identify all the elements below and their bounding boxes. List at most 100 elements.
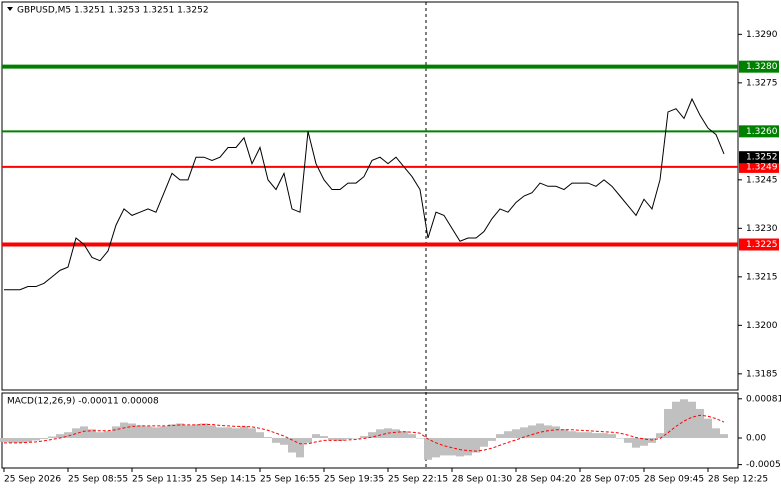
- macd-bar: [40, 438, 48, 439]
- macd-bar: [128, 423, 136, 438]
- macd-bar: [672, 401, 680, 438]
- macd-bar: [416, 438, 424, 439]
- macd-bar: [448, 438, 456, 456]
- macd-bar: [520, 427, 528, 438]
- macd-bar: [576, 432, 584, 438]
- macd-bar: [600, 433, 608, 438]
- macd-bar: [152, 427, 160, 438]
- x-tick-label: 25 Sep 2026: [4, 475, 61, 485]
- current-price-label: 1.3252: [746, 153, 778, 163]
- x-tick-label: 28 Sep 04:20: [516, 475, 576, 485]
- macd-bar: [256, 432, 264, 438]
- macd-bar: [48, 436, 56, 438]
- macd-bar: [688, 401, 696, 438]
- macd-bar: [592, 433, 600, 438]
- macd-bar: [400, 431, 408, 438]
- macd-bar: [536, 423, 544, 438]
- macd-bar: [432, 438, 440, 458]
- macd-bar: [656, 433, 664, 438]
- x-tick-label: 28 Sep 01:30: [452, 475, 512, 485]
- y-tick-label: 1.3245: [746, 175, 778, 185]
- macd-bar: [0, 438, 8, 442]
- macd-bar: [112, 426, 120, 438]
- macd-bar: [16, 438, 24, 443]
- macd-bar: [176, 423, 184, 438]
- y-tick-label: 1.3215: [746, 272, 778, 282]
- y-tick-label: 1.3230: [746, 224, 778, 234]
- macd-bar: [640, 438, 648, 446]
- x-tick-label: 28 Sep 09:45: [644, 475, 704, 485]
- macd-bar: [424, 438, 432, 460]
- macd-bar: [272, 438, 280, 443]
- macd-bar: [88, 429, 96, 438]
- macd-bar: [568, 431, 576, 438]
- macd-bar: [264, 437, 272, 438]
- macd-bar: [328, 438, 336, 440]
- macd-bar: [192, 424, 200, 438]
- macd-bar: [392, 429, 400, 438]
- y-tick-label: 1.3275: [746, 78, 778, 88]
- macd-bar: [488, 438, 496, 441]
- level-tag: [739, 60, 779, 73]
- macd-bar: [336, 438, 344, 441]
- macd-bar: [8, 438, 16, 443]
- macd-bar: [464, 438, 472, 456]
- macd-bar: [720, 434, 728, 438]
- macd-title: MACD(12,26,9) -0.00011 0.00008: [7, 397, 159, 407]
- macd-bar: [624, 438, 632, 443]
- x-tick-label: 25 Sep 16:55: [260, 475, 320, 485]
- macd-bar: [696, 408, 704, 438]
- macd-frame: [1, 392, 739, 469]
- y-tick-label: -0.00055: [746, 460, 781, 470]
- macd-bar: [72, 428, 80, 438]
- macd-bar: [80, 426, 88, 438]
- y-tick-label: 0.00081: [746, 394, 781, 404]
- macd-bar: [528, 425, 536, 438]
- macd-bar: [144, 426, 152, 438]
- macd-bar: [632, 438, 640, 448]
- x-tick-label: 28 Sep 12:25: [708, 475, 768, 485]
- x-tick-label: 25 Sep 19:35: [324, 475, 384, 485]
- title-arrow: [7, 7, 13, 11]
- level-label: 1.3280: [746, 62, 778, 72]
- macd-bar: [312, 434, 320, 438]
- signal-line: [4, 414, 725, 452]
- macd-bar: [376, 429, 384, 438]
- macd-bar: [712, 428, 720, 438]
- x-tick-label: 28 Sep 07:05: [580, 475, 640, 485]
- macd-bar: [680, 399, 688, 438]
- macd-bar: [584, 432, 592, 438]
- macd-bar: [368, 432, 376, 438]
- level-label: 1.3249: [746, 162, 778, 172]
- macd-bar: [64, 432, 72, 438]
- macd-bar: [352, 438, 360, 439]
- x-tick-label: 25 Sep 14:15: [196, 475, 256, 485]
- x-tick-label: 25 Sep 08:55: [68, 475, 128, 485]
- macd-bar: [32, 438, 40, 441]
- macd-bar: [240, 426, 248, 438]
- macd-bar: [56, 434, 64, 438]
- macd-bar: [496, 434, 504, 438]
- macd-bar: [512, 429, 520, 438]
- macd-bar: [504, 431, 512, 438]
- macd-bar: [96, 432, 104, 438]
- macd-bar: [344, 438, 352, 439]
- macd-bar: [544, 425, 552, 438]
- macd-bar: [136, 425, 144, 438]
- macd-bar: [360, 436, 368, 438]
- price-line: [4, 97, 725, 291]
- y-tick-label: 1.3200: [746, 321, 778, 331]
- macd-bar: [408, 434, 416, 438]
- y-tick-label: 1.3290: [746, 30, 778, 40]
- macd-bar: [440, 438, 448, 456]
- macd-bar: [304, 438, 312, 443]
- macd-bar: [608, 434, 616, 438]
- level-tag: [739, 160, 779, 173]
- level-tag: [739, 125, 779, 138]
- macd-bar: [480, 438, 488, 447]
- macd-bar: [320, 436, 328, 438]
- macd-bar: [200, 423, 208, 438]
- level-tag: [739, 238, 779, 251]
